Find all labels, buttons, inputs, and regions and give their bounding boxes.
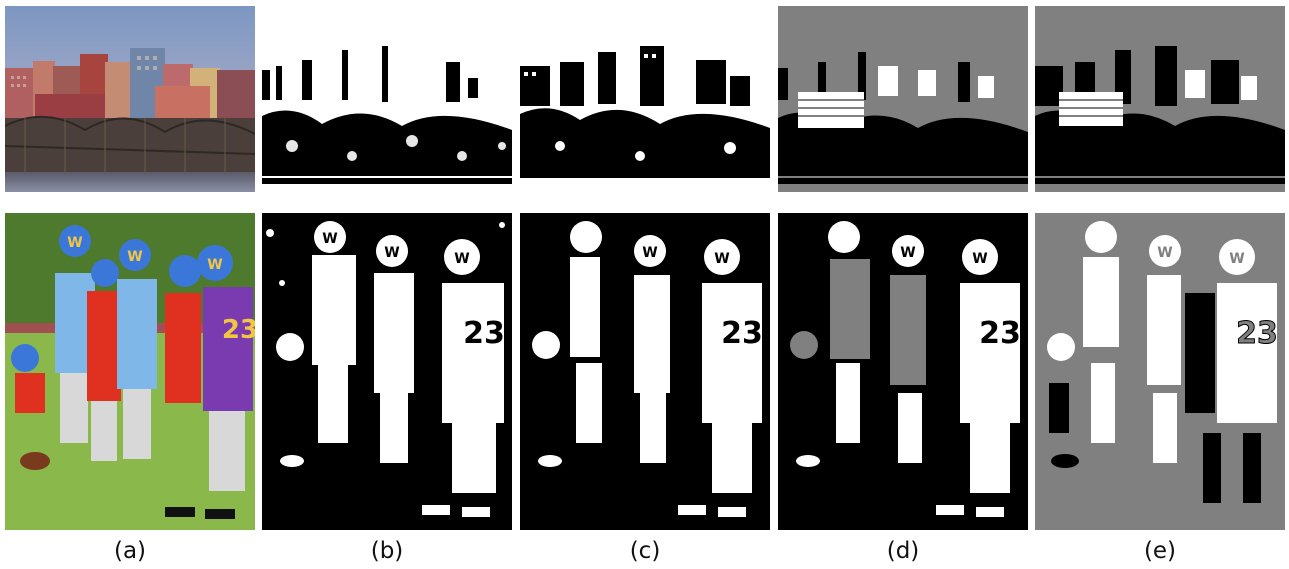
- svg-text:W: W: [1157, 245, 1172, 261]
- svg-text:W: W: [642, 245, 657, 261]
- svg-text:W: W: [384, 245, 399, 261]
- ternary-football-e: 23 W W: [1035, 213, 1285, 530]
- column-c: 23 W W (c): [520, 0, 770, 569]
- column-a: 23 W W W (a): [5, 0, 255, 569]
- panel-label-e: (e): [1143, 538, 1177, 564]
- ternary-city-e: [1035, 6, 1285, 192]
- photo-football-original: 23 W W W: [5, 213, 255, 530]
- column-e: 23 W W (e): [1035, 0, 1285, 569]
- column-b: 23 W W W (b): [262, 0, 512, 569]
- svg-text:23: 23: [979, 316, 1021, 351]
- panel-label-a: (a): [113, 538, 147, 564]
- svg-text:W: W: [454, 251, 469, 267]
- binary-city-c: [520, 6, 770, 192]
- binary-football-c: 23 W W: [520, 213, 770, 530]
- panel-label-c: (c): [629, 538, 661, 564]
- svg-text:23: 23: [1236, 316, 1278, 351]
- svg-text:W: W: [972, 251, 987, 267]
- svg-text:W: W: [900, 245, 915, 261]
- svg-text:23: 23: [222, 315, 255, 345]
- binary-city-b: [262, 6, 512, 192]
- svg-text:23: 23: [463, 316, 505, 351]
- ternary-city-d: [778, 6, 1028, 192]
- svg-text:W: W: [127, 249, 142, 265]
- svg-text:W: W: [1229, 251, 1244, 267]
- binary-football-b: 23 W W W: [262, 213, 512, 530]
- ternary-football-d: 23 W W: [778, 213, 1028, 530]
- svg-text:W: W: [714, 251, 729, 267]
- svg-text:W: W: [322, 231, 337, 247]
- column-d: 23 W W (d): [778, 0, 1028, 569]
- panel-label-d: (d): [886, 538, 920, 564]
- photo-city-original: [5, 6, 255, 192]
- svg-text:W: W: [207, 257, 222, 273]
- svg-text:W: W: [67, 235, 82, 251]
- panel-label-b: (b): [370, 538, 404, 564]
- svg-text:23: 23: [721, 316, 763, 351]
